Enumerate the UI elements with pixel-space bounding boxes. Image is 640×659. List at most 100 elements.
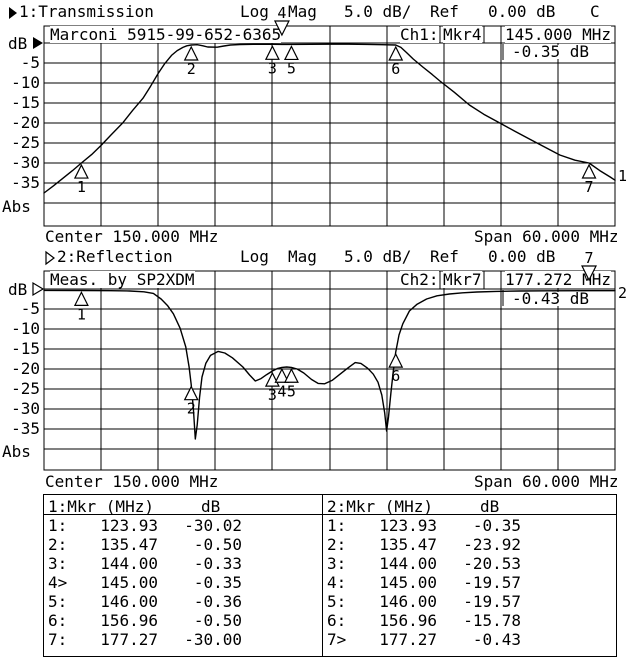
mkr-channel-1: Ch1: bbox=[400, 25, 439, 44]
marker-2-3: 3 bbox=[264, 371, 280, 404]
marker-number: 5: bbox=[327, 592, 347, 611]
table1-title: 1:Mkr (MHz) bbox=[48, 497, 154, 516]
span-1: Span 60.000 MHz bbox=[474, 227, 619, 246]
marker-frequency: 123.93 bbox=[379, 516, 437, 535]
marker-1-2: 2 bbox=[183, 45, 199, 78]
marker-number-label: 1 bbox=[77, 178, 86, 196]
table2-rows: 1: 123.93 -0.35 2: 135.47 -23.92 3: 144.00 -20.5… bbox=[323, 516, 616, 649]
abs-label-1: Abs bbox=[2, 197, 31, 216]
marker-table-row: 3: 144.00 -0.33 bbox=[44, 554, 322, 573]
marker-frequency: 145.00 bbox=[379, 573, 437, 592]
mkr-name-2: Mkr7 bbox=[443, 270, 482, 289]
marker-number-label: 3 bbox=[268, 59, 277, 77]
y-tick: -5 bbox=[20, 53, 40, 72]
marker-level: -0.43 bbox=[472, 630, 521, 649]
marker-number-label: 3 bbox=[268, 386, 277, 404]
center-frequency-2: Center 150.000 MHz bbox=[45, 472, 219, 491]
table2-header-divider bbox=[323, 514, 616, 515]
marker-table-row: 2: 135.47 -23.92 bbox=[323, 535, 616, 554]
marker-number-label: 5 bbox=[287, 382, 296, 400]
marker-frequency: 123.93 bbox=[100, 516, 158, 535]
y-tick: -15 bbox=[11, 93, 40, 112]
ref-value-2: 0.00 dB bbox=[488, 247, 556, 266]
channel1-title: 1:Transmission bbox=[19, 2, 154, 21]
marker-number-label: 6 bbox=[391, 367, 400, 385]
marker-table-row: 1: 123.93 -30.02 bbox=[44, 516, 322, 535]
marker-table-row: 7> 177.27 -0.43 bbox=[323, 630, 616, 649]
y-tick: -20 bbox=[11, 359, 40, 378]
y-tick: -30 bbox=[11, 399, 40, 418]
ref-label-1: Ref bbox=[430, 2, 459, 21]
y-tick: -35 bbox=[11, 419, 40, 438]
table2-title: 2:Mkr (MHz) bbox=[327, 497, 433, 516]
ref-level-arrow-icon-1 bbox=[33, 37, 43, 49]
marker-table-row: 4> 145.00 -0.35 bbox=[44, 573, 322, 592]
marker-level: -30.02 bbox=[184, 516, 242, 535]
marker-2-4: 4 bbox=[274, 367, 290, 400]
marker-level: -0.50 bbox=[193, 535, 242, 554]
marker-number: 7> bbox=[327, 630, 347, 649]
y-tick: -10 bbox=[11, 319, 40, 338]
marker-number-label: 7 bbox=[585, 178, 594, 196]
cal-indicator: C bbox=[590, 2, 600, 21]
operator-id-2: Meas. by SP2XDM bbox=[50, 270, 195, 289]
scale-1: 5.0 dB/ bbox=[344, 2, 412, 21]
marker-table-ch1: 1:Mkr (MHz) dB 1: 123.93 -30.02 2: 135.47 -0.… bbox=[43, 494, 323, 657]
marker-number: 2: bbox=[48, 535, 68, 554]
marker-number: 4> bbox=[48, 573, 68, 592]
table2-db-header: dB bbox=[480, 497, 500, 516]
marker-table-row: 5: 146.00 -0.36 bbox=[44, 592, 322, 611]
marker-level: -30.00 bbox=[184, 630, 242, 649]
marker-frequency: 135.47 bbox=[379, 535, 437, 554]
marker-level: -0.33 bbox=[193, 554, 242, 573]
format-log-1: Log bbox=[240, 2, 269, 21]
marker-level: -23.92 bbox=[463, 535, 521, 554]
channel1-active-arrow-icon bbox=[9, 7, 17, 19]
marker-frequency: 177.27 bbox=[100, 630, 158, 649]
marker-table-row: 6: 156.96 -15.78 bbox=[323, 611, 616, 630]
marker-level: -0.36 bbox=[193, 592, 242, 611]
y-tick: -20 bbox=[11, 113, 40, 132]
marker-number-label: 7 bbox=[585, 249, 594, 267]
marker-2-5: 5 bbox=[283, 367, 299, 400]
marker-number-label: 2 bbox=[187, 400, 196, 418]
table1-db-header: dB bbox=[201, 497, 221, 516]
y-axis-unit-1: dB bbox=[8, 34, 28, 53]
marker-frequency: 144.00 bbox=[379, 554, 437, 573]
marker-table-row: 5: 146.00 -19.57 bbox=[323, 592, 616, 611]
y-tick: -5 bbox=[20, 299, 40, 318]
marker-frequency: 156.96 bbox=[379, 611, 437, 630]
trace-number-2: 2 bbox=[618, 284, 627, 302]
span-2: Span 60.000 MHz bbox=[474, 472, 619, 491]
marker-table-row: 3: 144.00 -20.53 bbox=[323, 554, 616, 573]
mkr-name-1: Mkr4 bbox=[443, 25, 482, 44]
channel2-title: 2:Reflection bbox=[57, 247, 173, 266]
marker-number: 3: bbox=[327, 554, 347, 573]
marker-1-6: 6 bbox=[388, 45, 404, 78]
marker-level: -0.35 bbox=[193, 573, 242, 592]
marker-number-label: 6 bbox=[391, 60, 400, 78]
y-tick: -30 bbox=[11, 153, 40, 172]
marker-frequency: 146.00 bbox=[100, 592, 158, 611]
marker-1-7: 7 bbox=[581, 163, 597, 196]
marker-frequency: 156.96 bbox=[100, 611, 158, 630]
marker-table-row: 7: 177.27 -30.00 bbox=[44, 630, 322, 649]
marker-table-row: 2: 135.47 -0.50 bbox=[44, 535, 322, 554]
marker-level: -19.57 bbox=[463, 573, 521, 592]
table1-rows: 1: 123.93 -30.02 2: 135.47 -0.50 3: 144.00 -0.33… bbox=[44, 516, 322, 649]
marker-frequency: 144.00 bbox=[100, 554, 158, 573]
marker-level: -15.78 bbox=[463, 611, 521, 630]
marker-number-label: 2 bbox=[187, 60, 196, 78]
trace-number-1: 1 bbox=[618, 167, 627, 185]
marker-number-label: 1 bbox=[77, 305, 86, 323]
marker-number: 7: bbox=[48, 630, 68, 649]
trace-chart2 bbox=[43, 289, 616, 440]
marker-number: 4: bbox=[327, 573, 347, 592]
marker-number: 1: bbox=[48, 516, 68, 535]
ref-level-arrow-icon-2 bbox=[32, 281, 45, 297]
marker-frequency: 135.47 bbox=[100, 535, 158, 554]
marker-1-3: 3 bbox=[264, 44, 280, 77]
marker-level: -19.57 bbox=[463, 592, 521, 611]
marker-number: 6: bbox=[327, 611, 347, 630]
